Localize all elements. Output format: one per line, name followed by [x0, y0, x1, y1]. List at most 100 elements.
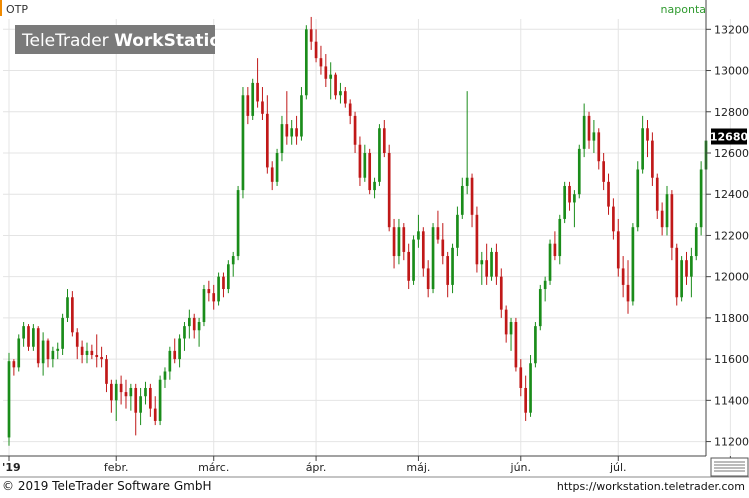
candle-body — [631, 227, 635, 302]
candle-body — [451, 247, 454, 285]
candle-body — [373, 181, 376, 191]
candle — [124, 379, 128, 409]
copyright-text: © 2019 TeleTrader Software GmbH — [2, 479, 212, 493]
x-tick-label: '19 — [2, 461, 21, 474]
candle — [222, 272, 225, 298]
candle-body — [592, 132, 596, 141]
candle-body — [51, 350, 55, 360]
candle-body — [548, 243, 552, 281]
candle-body — [163, 371, 167, 380]
candle — [90, 344, 94, 360]
candle — [378, 124, 381, 186]
candle — [514, 317, 518, 372]
candle-body — [217, 276, 220, 302]
candle-body — [124, 392, 128, 397]
candle — [197, 317, 201, 347]
source-url[interactable]: https://workstation.teletrader.com — [557, 480, 745, 493]
candle-body — [188, 317, 191, 327]
candle — [485, 243, 489, 285]
candle-body — [231, 256, 235, 265]
candle — [256, 58, 259, 108]
candle-body — [197, 322, 201, 331]
candle-body — [490, 251, 493, 277]
candle — [251, 78, 255, 121]
candle-body — [66, 297, 69, 318]
candle-body — [324, 66, 328, 79]
candle-body — [675, 247, 679, 298]
candle — [499, 268, 503, 318]
candle — [358, 136, 362, 186]
candle-body — [475, 214, 479, 265]
candle-body — [441, 239, 445, 257]
candle — [612, 198, 615, 240]
symbol-marker — [0, 0, 2, 16]
candle-body — [153, 408, 157, 421]
candle — [680, 256, 683, 302]
candle-body — [465, 177, 469, 186]
candle — [529, 354, 532, 417]
candle-body — [139, 396, 142, 413]
candle-body — [495, 251, 498, 277]
candle-body — [256, 82, 259, 102]
candle — [631, 223, 635, 306]
candle-body — [105, 359, 108, 384]
candle-body — [71, 297, 74, 333]
candle — [548, 239, 552, 285]
candle — [665, 185, 669, 236]
candle — [534, 322, 537, 368]
candle — [621, 256, 625, 298]
candle-body — [173, 350, 177, 360]
candle — [309, 16, 313, 50]
candle-body — [660, 210, 664, 228]
candle — [80, 340, 84, 364]
candle — [524, 375, 527, 421]
candle-body — [129, 387, 133, 397]
resize-grip-box — [710, 457, 749, 477]
candle — [402, 223, 406, 261]
candle — [690, 247, 693, 298]
brand-badge: TeleTrader WorkStation — [15, 25, 233, 54]
candle-body — [207, 289, 211, 294]
x-tick-label: febr. — [104, 461, 129, 474]
candle — [675, 243, 679, 306]
candle — [577, 144, 581, 199]
candle — [446, 251, 450, 298]
candle-body — [251, 82, 255, 116]
candle-body — [363, 152, 367, 178]
candle — [651, 132, 654, 186]
candle-body — [265, 113, 269, 168]
candle-body — [134, 387, 138, 413]
candle-body — [626, 284, 630, 302]
candle — [261, 87, 264, 121]
candle-body — [36, 328, 40, 364]
candle — [421, 227, 425, 277]
candle-body — [75, 332, 79, 347]
last-price-label: 12680 — [710, 130, 749, 143]
candle — [607, 173, 610, 215]
candle — [119, 375, 123, 405]
candle — [270, 161, 274, 191]
candle — [694, 223, 698, 261]
candle — [61, 313, 64, 355]
candle-body — [56, 348, 60, 351]
candle-body — [178, 338, 181, 360]
candle-body — [46, 340, 50, 360]
candle — [290, 120, 294, 145]
candle-body — [261, 101, 264, 114]
candle-body — [402, 227, 406, 252]
candle — [699, 161, 703, 236]
period-label[interactable]: naponta — [661, 3, 706, 16]
candle-body — [694, 227, 698, 257]
candle — [660, 202, 664, 236]
resize-grip-icon[interactable] — [710, 457, 749, 477]
candle-body — [246, 95, 250, 116]
candle-body — [636, 169, 640, 228]
candle-body — [285, 124, 289, 137]
candle-body — [212, 293, 216, 302]
candle — [426, 260, 430, 298]
candle — [451, 243, 454, 294]
candle — [324, 54, 328, 88]
candle — [475, 206, 479, 273]
y-tick-label: 12400 — [714, 188, 749, 201]
